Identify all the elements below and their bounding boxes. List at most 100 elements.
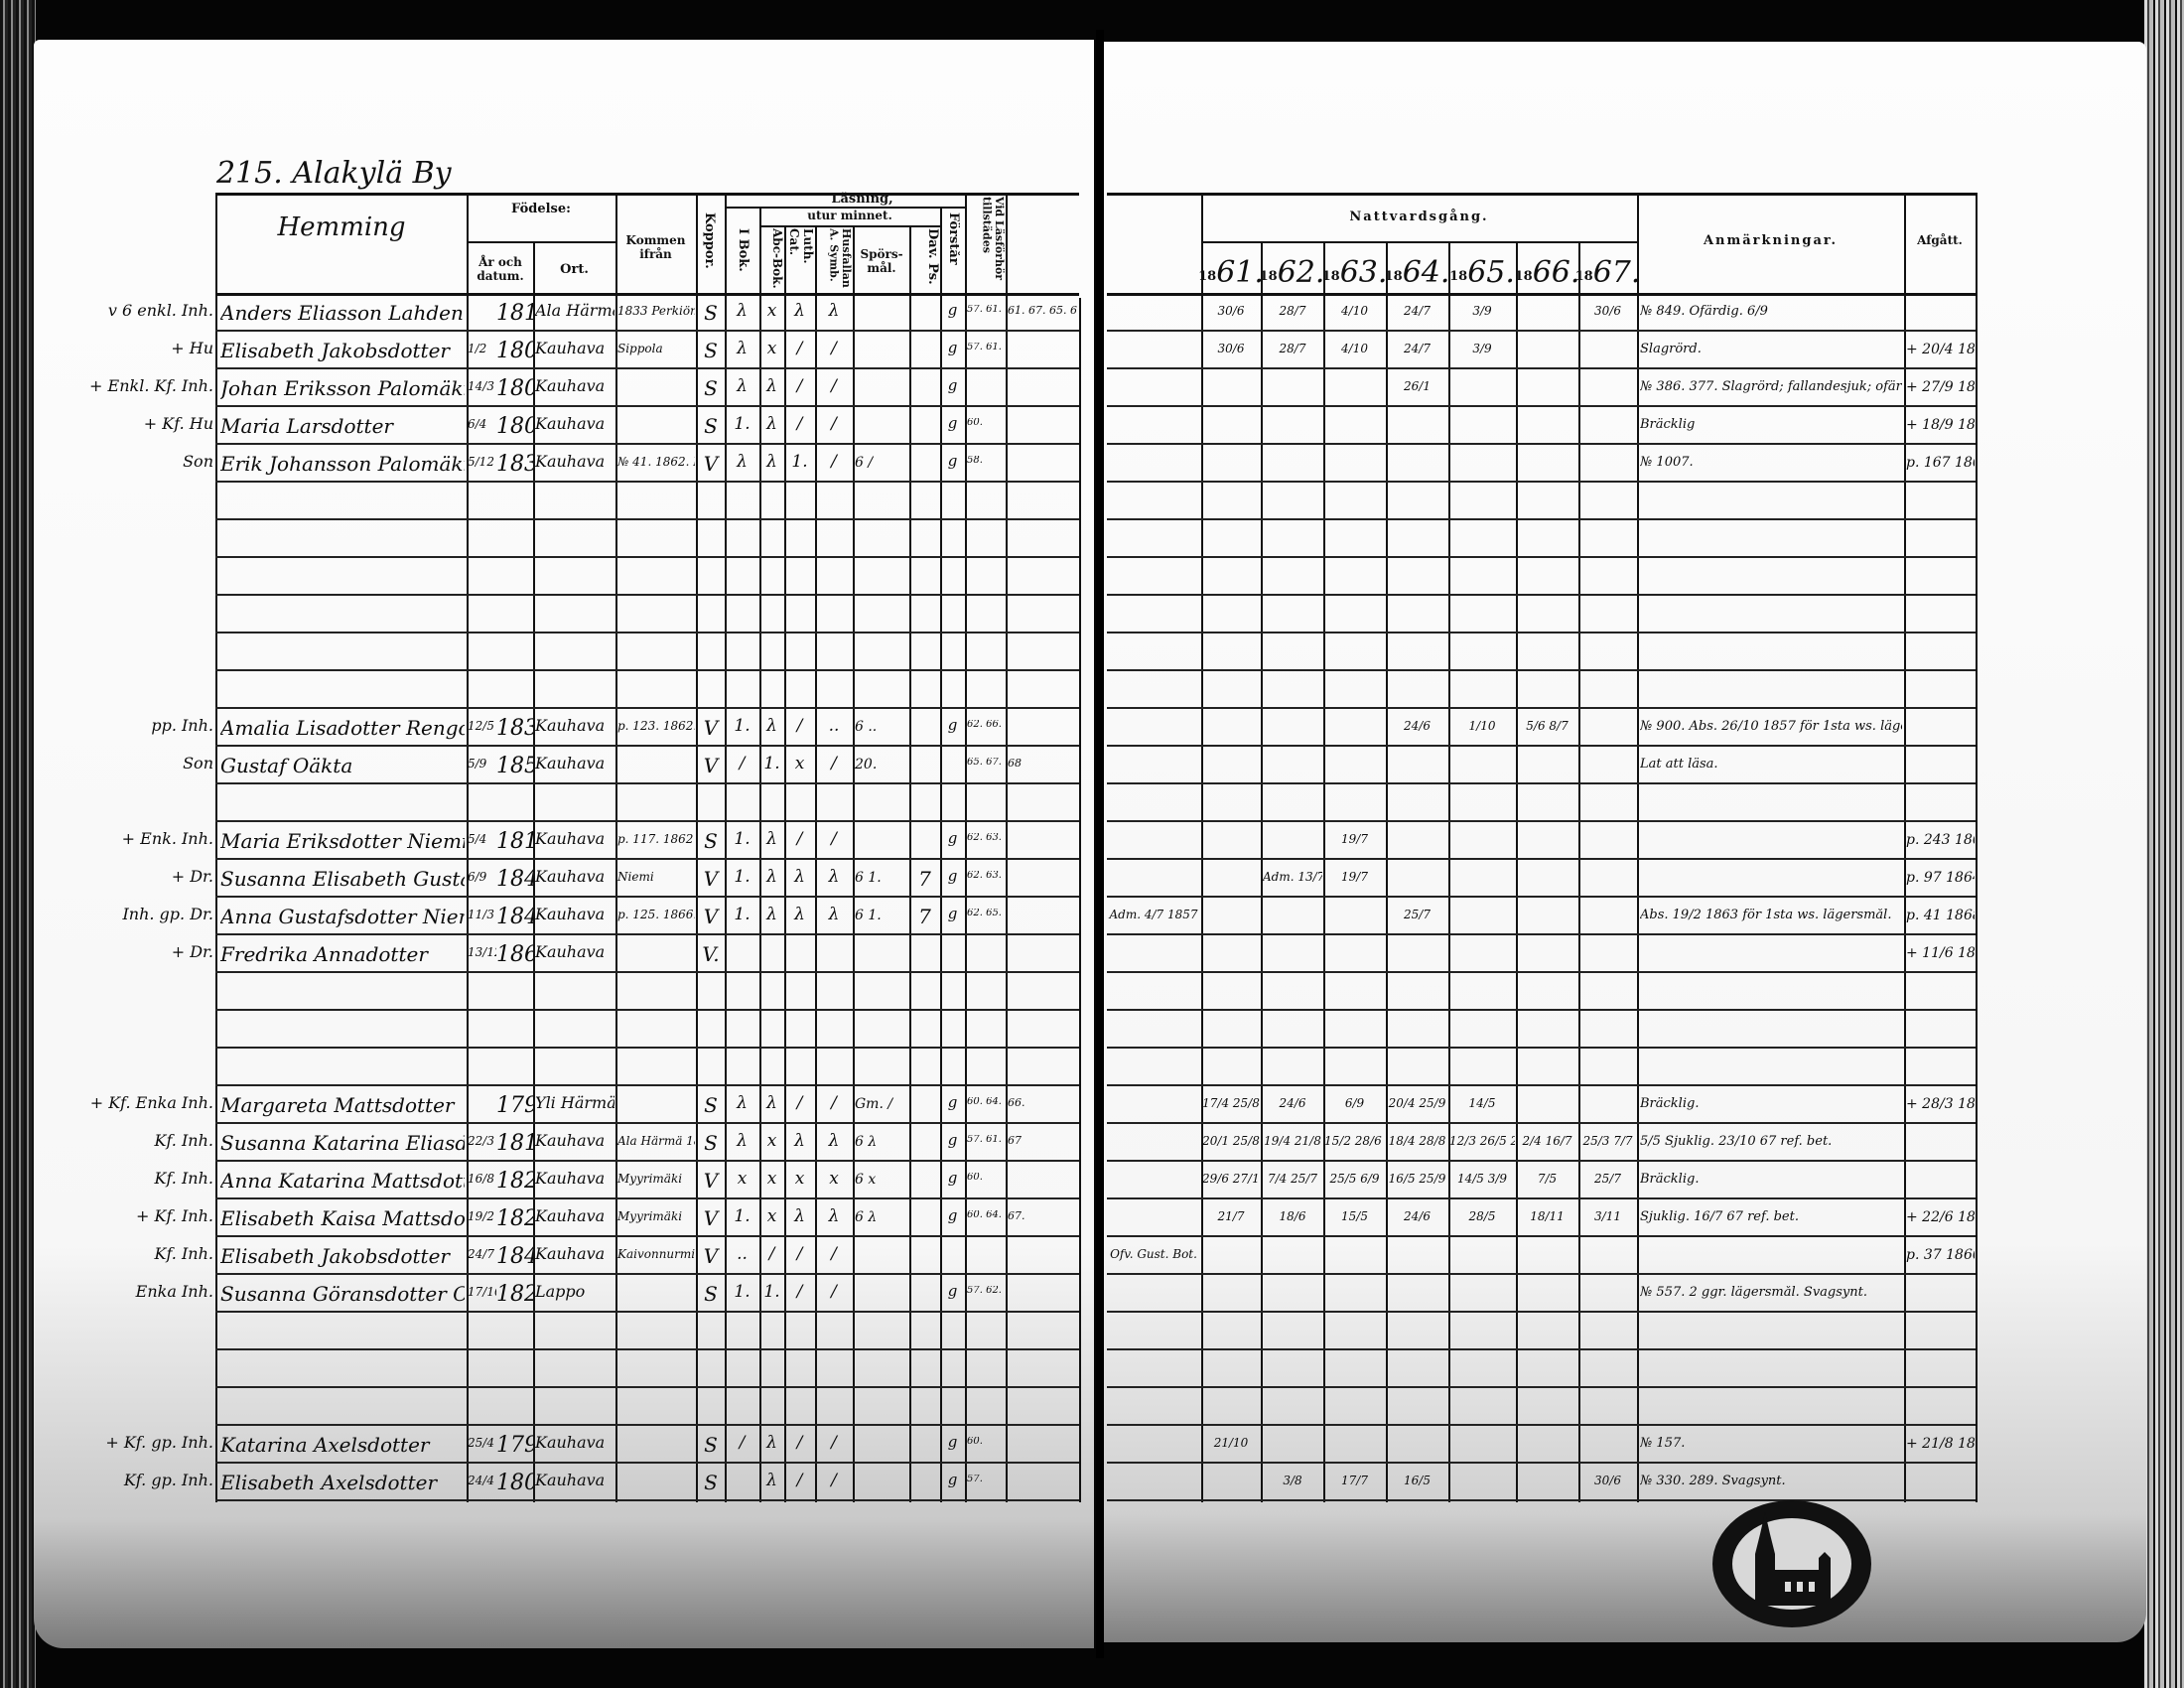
cell-spors: 6 x bbox=[855, 1173, 877, 1188]
cell-from: Niemi bbox=[617, 871, 654, 884]
cell-nattvard-1862 bbox=[1263, 418, 1322, 440]
cell-name: Susanna Göransdotter Ojala bbox=[220, 1284, 465, 1306]
cell-luth: x bbox=[794, 756, 805, 774]
cell-date: 24/4 bbox=[468, 1475, 494, 1487]
cell-forstar: g bbox=[947, 1133, 958, 1149]
cell-spors bbox=[855, 343, 908, 362]
cell-husf: / bbox=[831, 1284, 837, 1302]
cell-abc: λ bbox=[766, 1095, 777, 1113]
cell-nattvard-note bbox=[1107, 418, 1200, 440]
cell-koppor: S bbox=[704, 831, 718, 853]
cell-nattvard-note bbox=[1107, 1173, 1200, 1195]
header-dav-ps: Dav. Ps. bbox=[925, 228, 939, 285]
cell-koppor: S bbox=[704, 1133, 718, 1155]
cell-year: 1810 bbox=[496, 303, 533, 326]
cell-vid bbox=[967, 946, 1005, 962]
header-koppor: Koppor. bbox=[701, 212, 716, 269]
cell-koppor: S bbox=[704, 1284, 718, 1306]
cell-koppor: S bbox=[704, 1435, 718, 1457]
cell-nattvard-1863: 4/10 bbox=[1341, 343, 1368, 355]
cell-luth: x bbox=[794, 1171, 805, 1189]
header-from: Kommen ifrån bbox=[625, 233, 686, 261]
cell-forstar bbox=[941, 1246, 964, 1267]
header-abc-bok: Abc-Bok. bbox=[770, 228, 783, 289]
cell-margin: Son bbox=[183, 756, 213, 773]
header-i-bok: I Bok. bbox=[735, 228, 750, 272]
year-header: 18 65. bbox=[1448, 246, 1516, 290]
header-sporsmal: Spörs-mål. bbox=[860, 247, 903, 275]
cell-name: Johan Eriksson Palomäki bbox=[220, 378, 465, 400]
cell-from bbox=[617, 380, 695, 398]
cell-margin: + Dr. bbox=[171, 944, 213, 961]
cell-vid: 57. 61. 63. 65. bbox=[967, 1135, 1005, 1145]
cell-from bbox=[617, 1475, 695, 1492]
cell-margin: Kf. Inh. bbox=[154, 1171, 214, 1188]
cell-husf: λ bbox=[828, 1208, 840, 1226]
cell-year: 1832 bbox=[496, 718, 533, 741]
cell-nattvard-1865 bbox=[1449, 758, 1515, 779]
cell-forstar: g bbox=[947, 718, 958, 734]
cell-vid: 58. bbox=[967, 456, 983, 466]
cell-ibok: λ bbox=[737, 378, 748, 396]
cell-nattvard-1861 bbox=[1202, 833, 1260, 855]
cell-ibok: λ bbox=[737, 1133, 748, 1151]
cell-nattvard-1866 bbox=[1517, 305, 1577, 327]
cell-ibok: 1. bbox=[734, 1208, 751, 1226]
cell-vid2 bbox=[1008, 1286, 1077, 1303]
cell-from: Ala Härmä 1846 Knuuttila bbox=[617, 1135, 695, 1148]
cell-date: 12/5 bbox=[468, 720, 494, 733]
cell-nattvard-1864: 24/6 bbox=[1404, 1210, 1431, 1223]
cell-nattvard-1866 bbox=[1517, 758, 1577, 779]
cell-nattvard-1863: 25/5 6/9 bbox=[1329, 1173, 1380, 1186]
cell-nattvard-1862: 3/8 bbox=[1283, 1475, 1302, 1487]
cell-koppor: V bbox=[703, 756, 719, 777]
cell-nattvard-1867 bbox=[1579, 343, 1636, 364]
cell-nattvard-1863: 6/9 bbox=[1344, 1097, 1365, 1110]
cell-nattvard-1867 bbox=[1579, 1097, 1636, 1119]
cell-husf: / bbox=[831, 1095, 837, 1113]
cell-nattvard-1864: 24/6 bbox=[1404, 720, 1431, 733]
cell-luth: / bbox=[796, 416, 803, 434]
cell-from: Sippola bbox=[617, 343, 663, 355]
cell-husf bbox=[816, 944, 852, 967]
cell-husf: λ bbox=[828, 907, 840, 924]
cell-nattvard-1866 bbox=[1517, 456, 1577, 478]
cell-date: 19/2 bbox=[468, 1210, 494, 1223]
cell-nattvard-1861 bbox=[1202, 380, 1260, 402]
cell-afgatt: + 28/3 1866 bbox=[1906, 1097, 1975, 1112]
cell-date: 14/3 bbox=[468, 380, 494, 393]
cell-abc: λ bbox=[766, 454, 777, 472]
cell-margin: + Kf. gp. Inh. bbox=[105, 1435, 213, 1452]
cell-anm: № 1007. bbox=[1640, 456, 1694, 470]
cell-nattvard-note bbox=[1107, 456, 1200, 478]
cell-nattvard-1866 bbox=[1517, 833, 1577, 855]
cell-vid: 62. 65. 64. 68. bbox=[967, 909, 1005, 918]
cell-nattvard-1862: 19/4 21/8 bbox=[1264, 1135, 1321, 1148]
cell-dav bbox=[910, 1095, 939, 1121]
nattvard-subrule bbox=[1201, 241, 1637, 243]
cell-ort: Kauhava bbox=[535, 718, 606, 735]
cell-nattvard-1861 bbox=[1202, 758, 1260, 779]
cell-nattvard-1867: 30/6 bbox=[1594, 1475, 1621, 1487]
cell-dav bbox=[910, 944, 939, 970]
cell-nattvard-1865 bbox=[1449, 909, 1515, 930]
cell-margin: + Dr. bbox=[171, 869, 213, 886]
cell-nattvard-1863: 15/2 28/6 11/10 bbox=[1324, 1135, 1385, 1148]
cell-nattvard-1867 bbox=[1579, 758, 1636, 779]
cell-spors bbox=[855, 946, 908, 966]
header-bottom-rule bbox=[215, 293, 1079, 296]
cell-koppor: S bbox=[704, 341, 718, 362]
cell-spors bbox=[855, 380, 908, 400]
cell-vid2 bbox=[1008, 343, 1077, 359]
cell-nattvard-1866 bbox=[1517, 909, 1577, 930]
cell-vid: 60. bbox=[967, 1173, 983, 1183]
cell-nattvard-1864 bbox=[1387, 1248, 1447, 1270]
cell-nattvard-1861 bbox=[1202, 909, 1260, 930]
cell-date: 25/4 bbox=[468, 1437, 494, 1450]
cell-vid: 57. 62. bbox=[967, 1286, 1002, 1296]
header-forstar: Förstår bbox=[945, 212, 960, 265]
lasning-subrule bbox=[725, 207, 965, 209]
cell-nattvard-note bbox=[1107, 758, 1200, 779]
cell-nattvard-1863 bbox=[1324, 380, 1385, 402]
